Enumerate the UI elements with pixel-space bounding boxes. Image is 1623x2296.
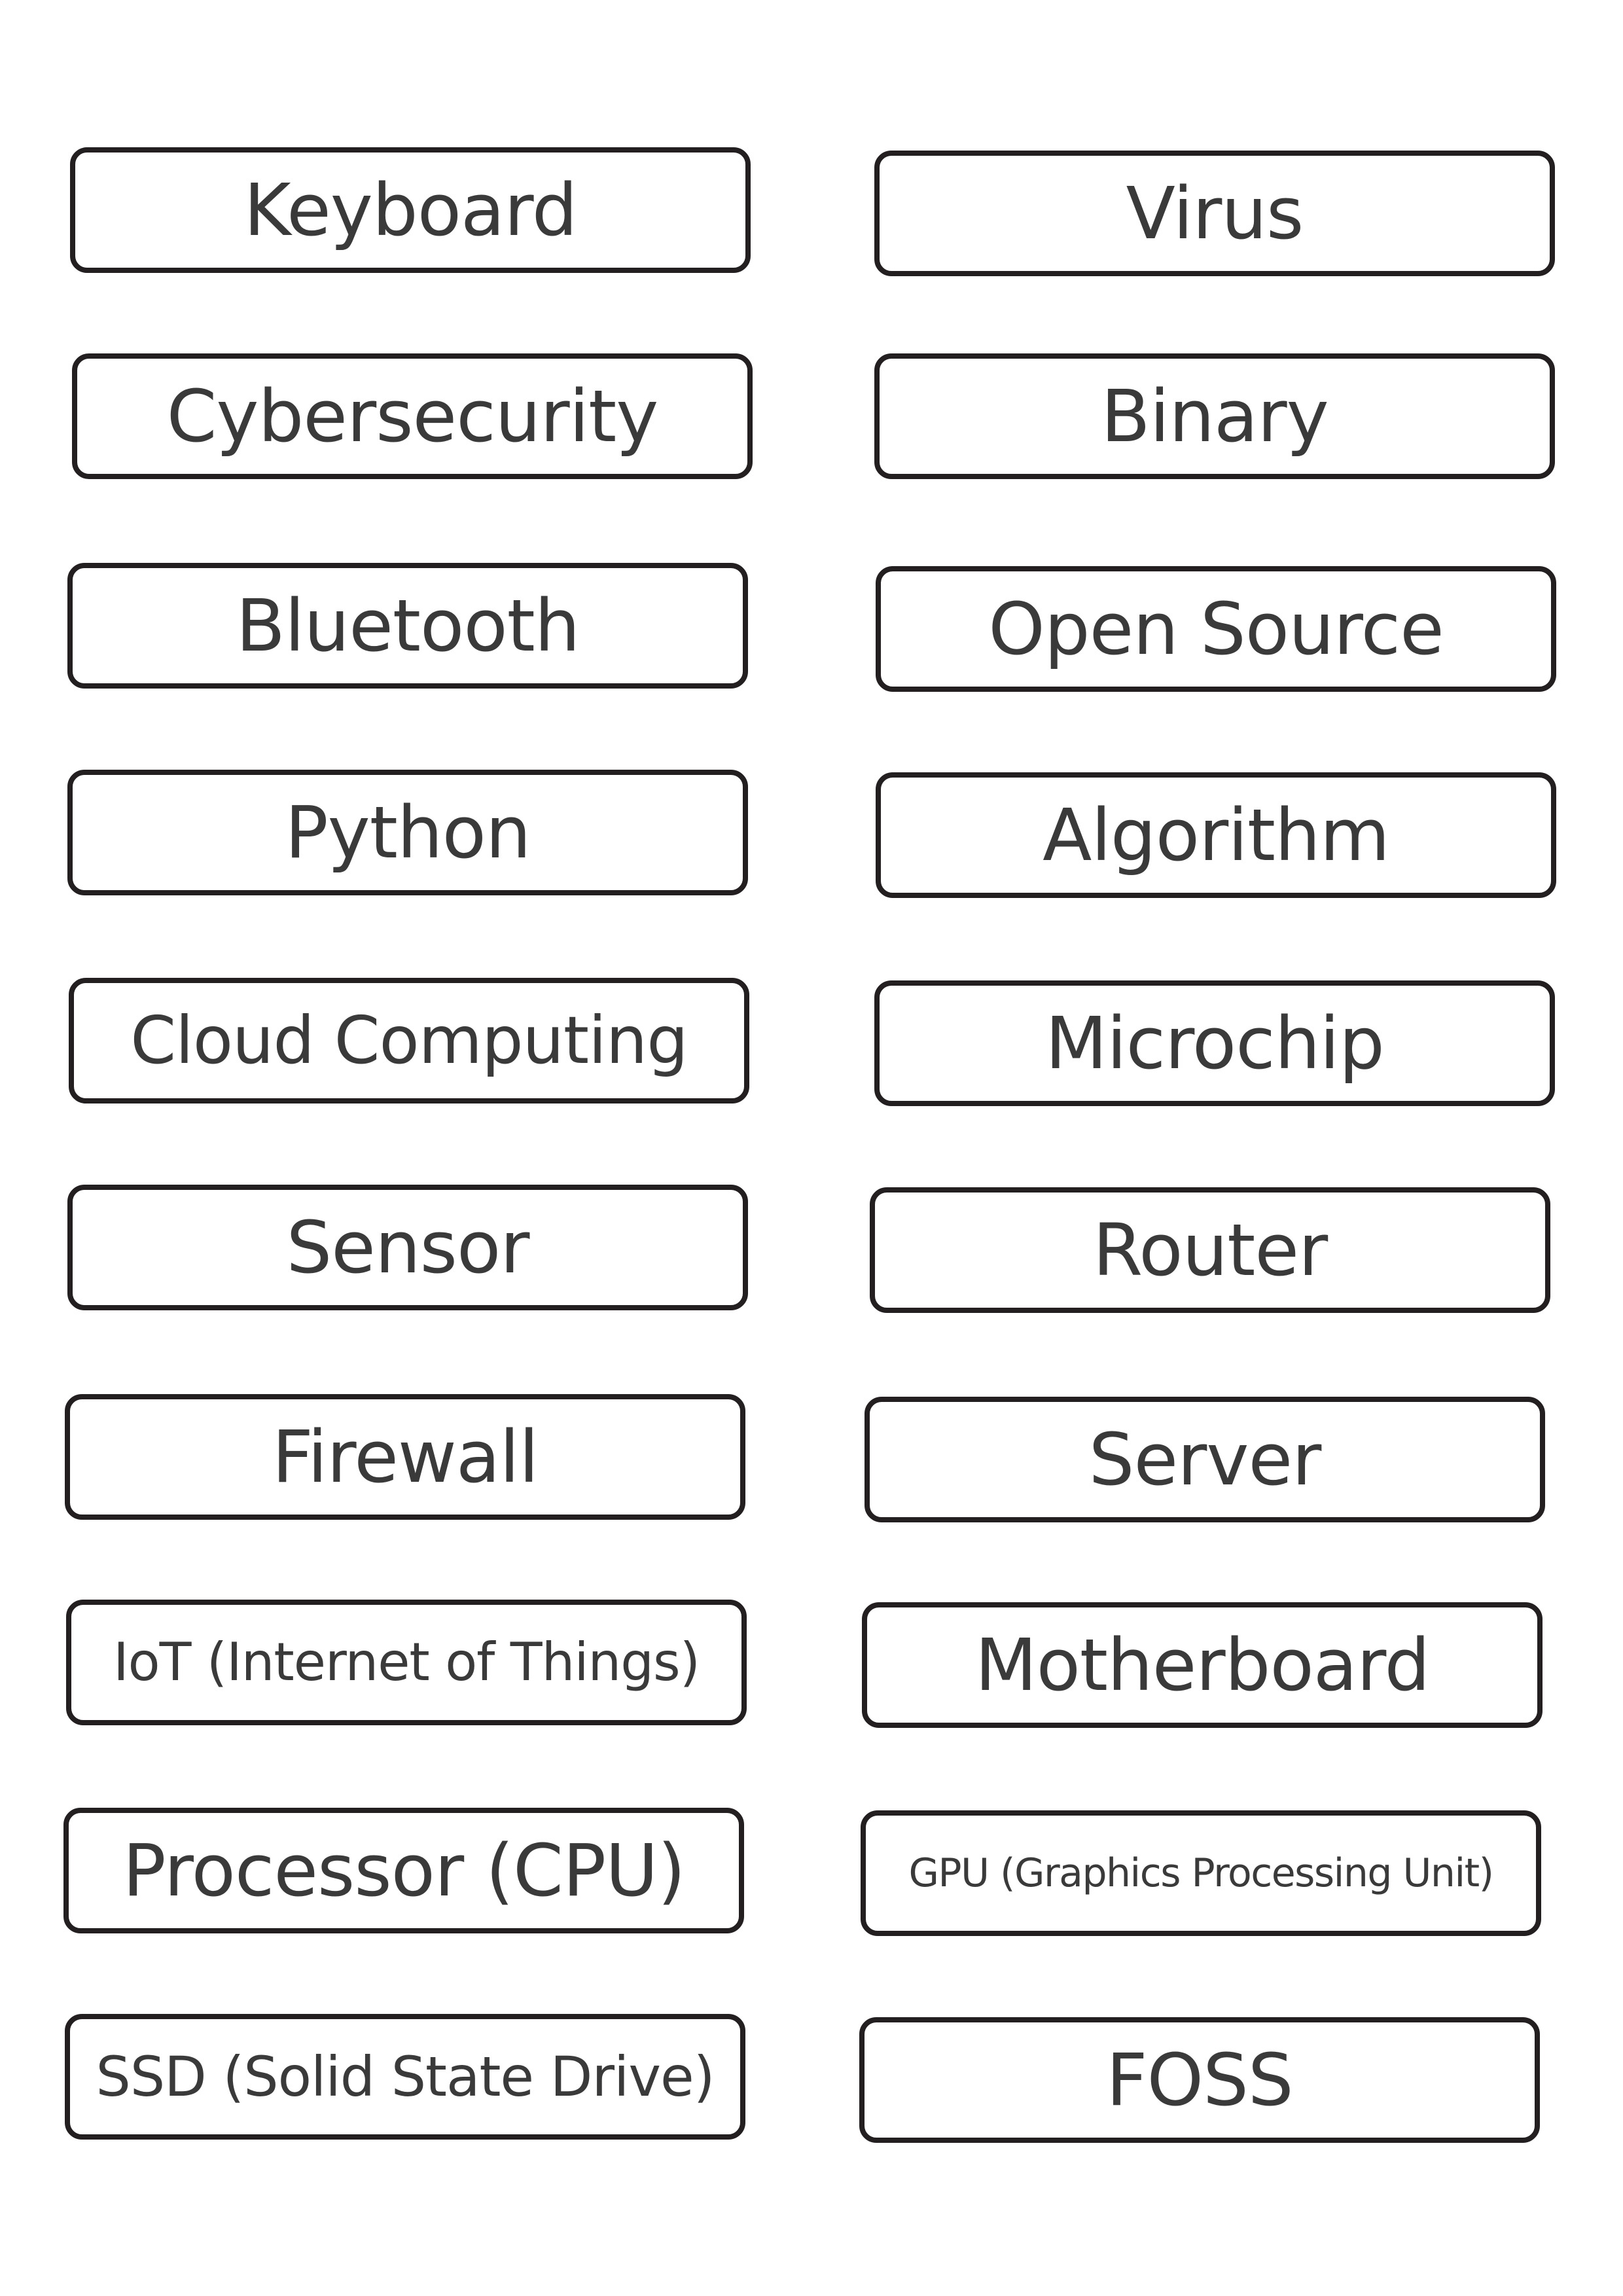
card-open-source: Open Source [876,566,1556,692]
card-foss: FOSS [859,2017,1540,2143]
card-sensor: Sensor [67,1185,748,1310]
card-label: IoT (Internet of Things) [113,1632,700,1693]
card-python: Python [67,770,748,895]
card-label: Processor (CPU) [122,1829,685,1912]
card-label: Cybersecurity [166,374,659,458]
card-label: Motherboard [974,1623,1431,1707]
card-iot: IoT (Internet of Things) [66,1600,747,1725]
card-algorithm: Algorithm [876,772,1556,898]
card-binary: Binary [874,353,1555,479]
card-router: Router [870,1187,1550,1313]
card-ssd: SSD (Solid State Drive) [65,2014,745,2140]
card-label: Python [285,791,531,874]
card-processor-cpu: Processor (CPU) [63,1808,744,1933]
card-label: Server [1088,1418,1322,1501]
card-cloud-computing: Cloud Computing [69,978,749,1103]
card-label: Open Source [988,587,1444,671]
card-keyboard: Keyboard [70,147,751,273]
card-label: Binary [1101,374,1329,458]
card-server: Server [865,1397,1545,1522]
card-label: Router [1092,1208,1329,1292]
card-label: Microchip [1045,1001,1385,1085]
card-label: SSD (Solid State Drive) [96,2045,715,2109]
card-virus: Virus [874,151,1555,276]
card-motherboard: Motherboard [862,1602,1543,1728]
card-label: FOSS [1106,2038,1294,2122]
card-gpu: GPU (Graphics Processing Unit) [861,1810,1541,1936]
card-firewall: Firewall [65,1394,745,1520]
card-label: Cloud Computing [130,1002,688,1079]
card-label: Bluetooth [236,584,580,668]
card-bluetooth: Bluetooth [67,563,748,689]
card-label: Firewall [272,1415,539,1499]
card-label: Keyboard [243,168,577,252]
card-label: Sensor [286,1206,529,1289]
card-label: Algorithm [1043,793,1390,877]
card-microchip: Microchip [874,980,1555,1106]
card-cybersecurity: Cybersecurity [72,353,753,479]
card-label: GPU (Graphics Processing Unit) [908,1850,1494,1896]
card-label: Virus [1126,171,1304,255]
